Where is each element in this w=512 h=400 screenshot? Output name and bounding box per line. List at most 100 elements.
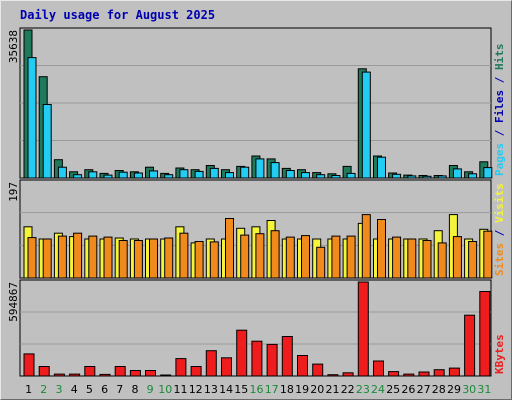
x-tick-label: 9 bbox=[147, 383, 154, 396]
bar-files bbox=[346, 172, 356, 179]
bar-kbytes bbox=[190, 366, 202, 377]
bar-files bbox=[57, 166, 67, 179]
bar-kbytes bbox=[327, 374, 339, 377]
x-tick-label: 29 bbox=[447, 383, 461, 396]
x-tick-label: 30 bbox=[462, 383, 476, 396]
x-tick-label: 13 bbox=[204, 383, 218, 396]
bar-kbytes bbox=[69, 373, 81, 377]
x-tick-label: 18 bbox=[280, 383, 294, 396]
bar-sites bbox=[483, 230, 493, 279]
bar-files bbox=[361, 71, 371, 179]
x-tick-label: 14 bbox=[219, 383, 233, 396]
bar-files bbox=[225, 172, 234, 179]
bar-files bbox=[103, 174, 113, 179]
x-tick-label: 19 bbox=[295, 383, 309, 396]
right-label-part: / bbox=[493, 223, 506, 243]
bar-sites bbox=[103, 236, 113, 279]
bar-files bbox=[331, 175, 341, 179]
bar-kbytes bbox=[251, 340, 263, 377]
bar-files bbox=[209, 167, 219, 179]
bar-kbytes bbox=[433, 369, 445, 377]
bar-kbytes bbox=[464, 314, 476, 377]
right-label-part: Hits bbox=[493, 44, 506, 71]
bar-sites bbox=[361, 214, 371, 279]
bar-kbytes bbox=[297, 355, 308, 377]
bar-sites bbox=[88, 235, 98, 279]
bar-sites bbox=[331, 235, 341, 279]
bar-files bbox=[422, 175, 432, 179]
bar-sites bbox=[452, 236, 462, 279]
bar-sites bbox=[133, 240, 143, 279]
bar-kbytes bbox=[129, 370, 141, 377]
bar-sites bbox=[407, 238, 417, 279]
bar-kbytes bbox=[175, 358, 187, 377]
x-tick-label: 20 bbox=[310, 383, 324, 396]
x-tick-label: 2 bbox=[40, 383, 47, 396]
bar-kbytes bbox=[221, 357, 232, 377]
bar-kbytes bbox=[479, 291, 491, 377]
x-tick-label: 27 bbox=[417, 383, 431, 396]
x-tick-label: 3 bbox=[56, 383, 63, 396]
bar-files bbox=[316, 174, 326, 179]
bar-kbytes bbox=[448, 367, 460, 377]
right-label-part: Pages bbox=[493, 143, 506, 176]
bar-kbytes bbox=[145, 370, 156, 377]
bar-files bbox=[270, 162, 280, 179]
bar-sites bbox=[179, 232, 189, 279]
bar-sites bbox=[270, 230, 280, 279]
bar-files bbox=[483, 167, 493, 179]
bar-kbytes bbox=[84, 366, 96, 377]
x-tick-label: 28 bbox=[432, 383, 446, 396]
right-label-part: KBytes bbox=[493, 334, 506, 374]
max-label-bottom: 594867 bbox=[7, 282, 20, 322]
bar-sites bbox=[346, 235, 356, 279]
x-tick-label: 8 bbox=[132, 383, 139, 396]
x-tick-label: 7 bbox=[116, 383, 123, 396]
x-tick-label: 17 bbox=[265, 383, 279, 396]
bar-sites bbox=[255, 233, 265, 279]
bar-sites bbox=[285, 236, 295, 279]
bar-sites bbox=[73, 232, 83, 279]
bar-kbytes bbox=[236, 329, 248, 377]
bar-sites bbox=[437, 242, 447, 279]
x-tick-label: 21 bbox=[326, 383, 340, 396]
right-label-middle: Sites / Visits bbox=[493, 183, 506, 276]
bar-files bbox=[27, 57, 37, 179]
bar-sites bbox=[377, 219, 386, 279]
bar-files bbox=[255, 158, 265, 179]
bar-files bbox=[392, 173, 402, 179]
bar-files bbox=[377, 156, 386, 179]
bar-files bbox=[437, 175, 447, 179]
x-tick-label: 22 bbox=[341, 383, 355, 396]
bar-kbytes bbox=[357, 281, 369, 377]
right-label-part: / bbox=[493, 123, 506, 143]
bar-files bbox=[407, 175, 417, 179]
bar-files bbox=[164, 174, 174, 179]
x-tick-label: 11 bbox=[174, 383, 188, 396]
x-tick-label: 1 bbox=[25, 383, 32, 396]
bar-kbytes bbox=[342, 372, 354, 377]
bar-sites bbox=[57, 235, 67, 279]
bar-kbytes bbox=[38, 366, 50, 377]
right-label-part: Sites bbox=[493, 243, 506, 276]
x-tick-label: 5 bbox=[86, 383, 93, 396]
x-tick-label: 15 bbox=[234, 383, 248, 396]
x-tick-label: 26 bbox=[401, 383, 415, 396]
chart-title: Daily usage for August 2025 bbox=[20, 8, 215, 22]
bar-kbytes bbox=[373, 360, 384, 377]
x-tick-label: 4 bbox=[71, 383, 78, 396]
bar-files bbox=[149, 170, 158, 179]
bar-kbytes bbox=[403, 373, 415, 377]
bar-sites bbox=[392, 236, 402, 279]
bar-kbytes bbox=[312, 363, 324, 377]
bar-sites bbox=[316, 246, 326, 279]
bar-files bbox=[179, 169, 189, 179]
x-tick-label: 6 bbox=[101, 383, 108, 396]
right-label-part: / bbox=[493, 70, 506, 90]
x-tick-label: 10 bbox=[158, 383, 172, 396]
bar-files bbox=[301, 172, 310, 179]
bar-files bbox=[88, 171, 98, 179]
x-tick-label: 23 bbox=[356, 383, 370, 396]
bar-kbytes bbox=[266, 343, 278, 377]
